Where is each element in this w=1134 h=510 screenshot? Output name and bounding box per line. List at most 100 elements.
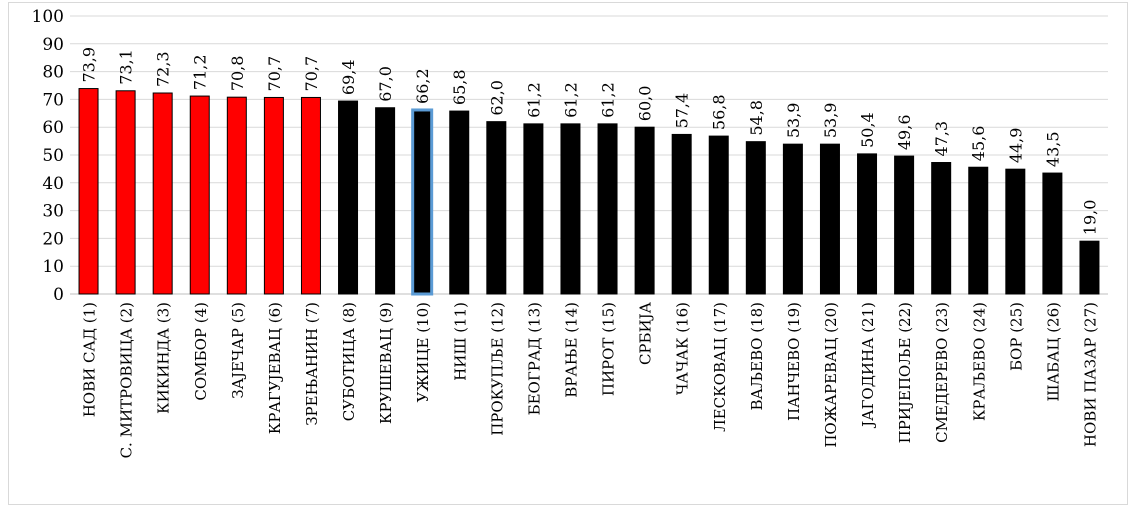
y-tick-label: 40 — [42, 174, 64, 194]
data-label: 49,6 — [895, 114, 914, 150]
bar — [560, 123, 581, 295]
bar — [1079, 240, 1100, 295]
x-tick-label: ВРАЊЕ (14) — [562, 302, 580, 398]
data-label: 65,8 — [450, 69, 469, 105]
bar — [375, 107, 396, 295]
bar — [1042, 172, 1063, 295]
bar — [745, 141, 766, 295]
x-tick-label: ЗРЕЊАНИН (7) — [303, 302, 321, 426]
data-labels: 73,9 73,1 72,3 71,2 70,8 70,7 70,7 69,4 67,0 66,2… — [80, 47, 1100, 235]
data-label: 72,3 — [154, 51, 173, 87]
bar — [597, 123, 618, 295]
x-tick-label: КРАГУЈЕВАЦ (6) — [266, 302, 284, 434]
data-label: 61,2 — [599, 82, 618, 118]
y-axis-tick-labels: 0 10 20 30 40 50 60 70 80 90 100 — [32, 7, 64, 305]
x-tick-label: НИШ (11) — [451, 302, 469, 381]
data-label: 53,9 — [821, 103, 840, 139]
data-label: 60,0 — [636, 86, 655, 122]
y-tick-label: 0 — [53, 285, 64, 305]
x-tick-label: НОВИ ПАЗАР (27) — [1081, 302, 1099, 447]
x-tick-label: КРАЉЕВО (24) — [970, 302, 988, 421]
data-label: 50,4 — [858, 112, 877, 148]
data-label: 43,5 — [1043, 131, 1062, 167]
bar — [338, 100, 359, 295]
bar — [263, 96, 284, 295]
bars — [78, 88, 1100, 296]
data-label: 62,0 — [487, 80, 506, 116]
bar — [226, 96, 247, 295]
x-tick-label: УЖИЦЕ (10) — [414, 302, 432, 402]
x-tick-label: ПИРОТ (15) — [600, 302, 618, 396]
y-tick-label: 100 — [32, 7, 64, 27]
gridlines — [70, 15, 1108, 295]
data-label: 47,3 — [932, 121, 951, 157]
data-label: 57,4 — [673, 93, 692, 129]
x-tick-label: ЛЕСКОВАЦ (17) — [711, 302, 729, 432]
x-tick-label: КРУШЕВАЦ (9) — [377, 302, 395, 424]
data-label: 70,7 — [302, 56, 321, 92]
bar — [671, 133, 692, 295]
x-tick-label: ПАНЧЕВО (19) — [785, 302, 803, 421]
y-tick-label: 70 — [42, 90, 64, 110]
data-label: 73,1 — [117, 49, 136, 85]
bar — [708, 135, 729, 295]
x-tick-label: БЕОГРАД (13) — [525, 302, 543, 415]
x-tick-label: БОР (25) — [1007, 302, 1025, 371]
bar — [115, 90, 136, 295]
y-tick-label: 60 — [42, 118, 64, 138]
x-tick-label: НОВИ САД (1) — [81, 302, 99, 417]
bar — [449, 110, 470, 295]
data-label: 54,8 — [747, 100, 766, 136]
data-label: 44,9 — [1006, 128, 1025, 164]
x-tick-label: СУБОТИЦА (8) — [340, 302, 358, 421]
y-tick-label: 80 — [42, 63, 64, 83]
bar — [411, 108, 434, 296]
bar — [857, 153, 878, 295]
x-tick-label: КИКИНДА (3) — [155, 302, 173, 414]
x-tick-label: С. МИТРОВИЦА (2) — [118, 302, 136, 458]
y-tick-label: 30 — [42, 202, 64, 222]
bar — [152, 92, 173, 295]
bar — [819, 143, 840, 295]
x-tick-label: ПРОКУПЉЕ (12) — [488, 302, 506, 436]
bar — [78, 88, 99, 295]
x-tick-label: ШАБАЦ (26) — [1044, 302, 1062, 402]
data-label: 61,2 — [524, 82, 543, 118]
bar — [634, 126, 655, 295]
x-tick-label: ПРИЈЕПОЉЕ (22) — [896, 302, 914, 443]
bar — [931, 162, 952, 295]
bar — [1005, 168, 1026, 295]
data-label: 45,6 — [969, 126, 988, 162]
data-label: 61,2 — [561, 82, 580, 118]
x-tick-label: ПОЖАРЕВАЦ (20) — [822, 302, 840, 448]
bar — [894, 155, 915, 295]
y-tick-label: 20 — [42, 229, 64, 249]
x-tick-label: СРБИЈА — [637, 301, 655, 365]
x-tick-label: СМЕДЕРЕВО (23) — [933, 302, 951, 443]
data-label: 70,8 — [228, 56, 247, 92]
bar — [300, 96, 321, 295]
data-label: 73,9 — [80, 47, 99, 83]
x-tick-label: ЧАЧАК (16) — [674, 302, 692, 395]
y-tick-label: 50 — [42, 146, 64, 166]
bar — [968, 166, 989, 295]
x-tick-label: СОМБОР (4) — [192, 302, 210, 401]
y-tick-label: 90 — [42, 35, 64, 55]
x-tick-label: ВАЉЕВО (18) — [748, 302, 766, 410]
data-label: 56,8 — [710, 94, 729, 130]
bar — [486, 121, 507, 295]
data-label: 69,4 — [339, 59, 358, 95]
bar — [782, 143, 803, 295]
x-tick-label: ЗАЈЕЧАР (5) — [229, 302, 247, 399]
y-tick-label: 10 — [42, 257, 64, 277]
x-tick-label: ЈАГОДИНА (21) — [859, 302, 877, 429]
data-label: 67,0 — [376, 66, 395, 102]
x-axis-tick-labels: НОВИ САД (1) С. МИТРОВИЦА (2) КИКИНДА (3) С… — [81, 301, 1100, 458]
data-label: 70,7 — [265, 56, 284, 92]
bar — [189, 95, 210, 295]
data-label: 71,2 — [191, 54, 210, 90]
data-label: 53,9 — [784, 103, 803, 139]
data-label: 66,2 — [413, 68, 432, 104]
bar — [523, 123, 544, 295]
